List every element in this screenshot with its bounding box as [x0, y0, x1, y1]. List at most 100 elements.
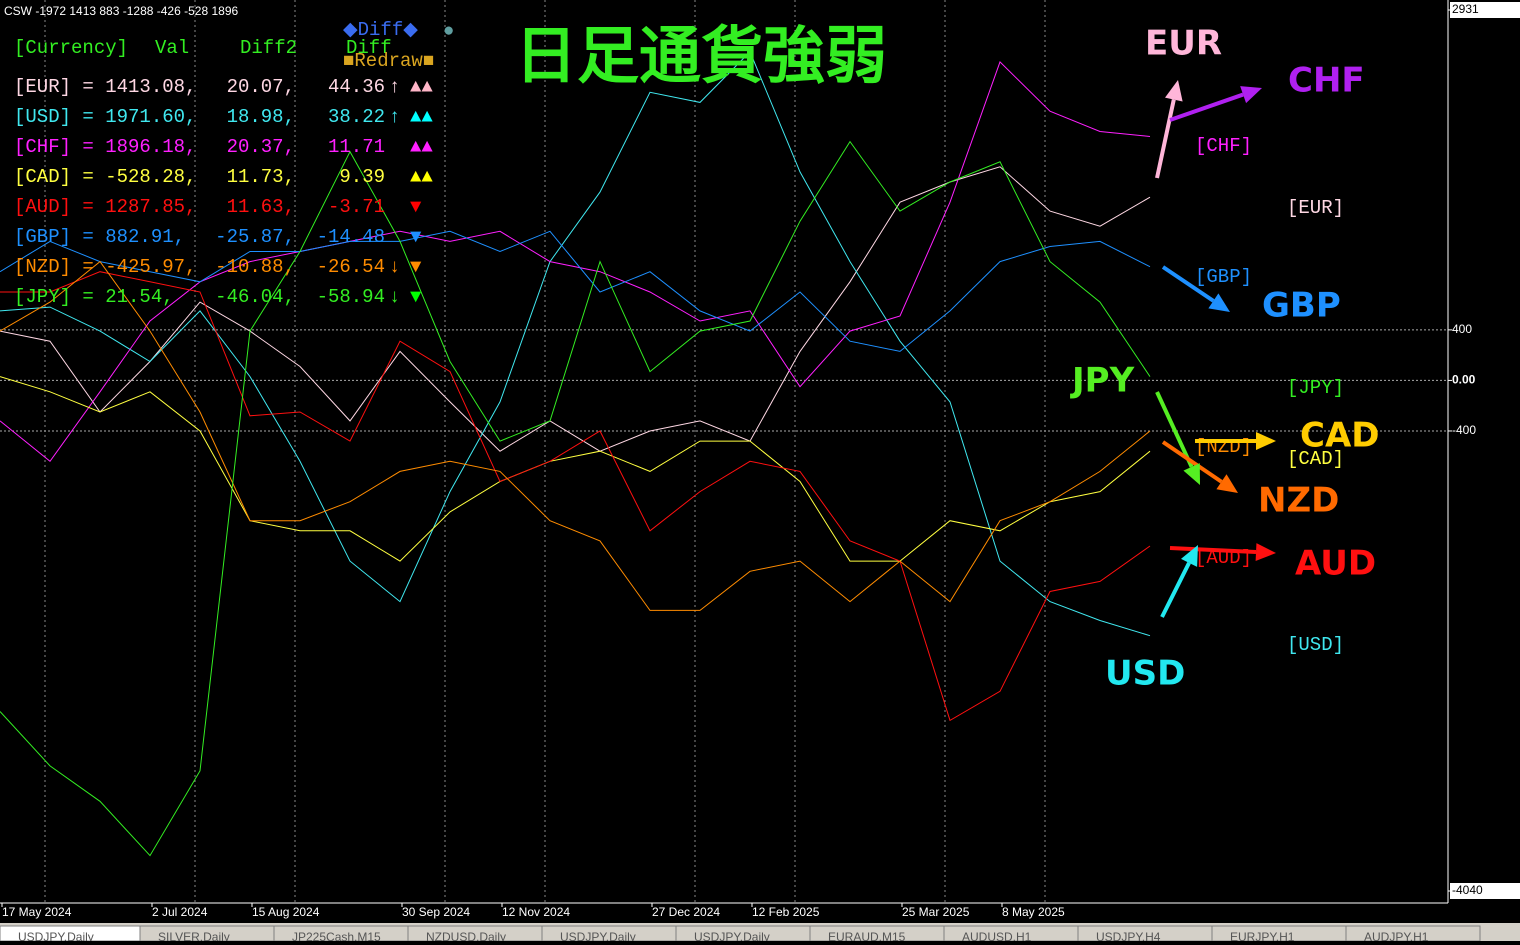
currency-annotation: GBP — [1262, 286, 1341, 326]
row-diff: 9.39 — [339, 166, 385, 188]
row-label: [USD] = 1971.60, — [14, 106, 196, 128]
tab-label[interactable]: EURJPY,H1 — [1230, 930, 1295, 944]
arrow-head — [1181, 545, 1198, 567]
series-line — [0, 140, 1151, 857]
x-tick-label: 8 May 2025 — [1002, 905, 1065, 919]
row-arrow: ↑ — [389, 106, 400, 128]
row-marks: ▲▲ — [410, 166, 433, 188]
row-diff2: 20.07, — [227, 76, 295, 98]
series-tag: [USD] — [1287, 634, 1344, 656]
row-diff: 44.36 — [328, 76, 385, 98]
y-tick-label: 400 — [1452, 322, 1472, 336]
series-tag: [CAD] — [1287, 448, 1344, 470]
table-header: [Currency] — [14, 37, 128, 59]
y-tick-label: 0.00 — [1452, 373, 1476, 387]
row-diff: -26.54 — [317, 256, 385, 278]
tab-label[interactable]: AUDUSD,H1 — [962, 930, 1032, 944]
info-text: CSW -1972 1413 883 -1288 -426 -528 1896 — [4, 4, 238, 18]
arrow-head — [1165, 80, 1183, 102]
y-tick-label: -4040 — [1452, 883, 1483, 897]
row-diff2: 20.37, — [227, 136, 295, 158]
table-header: Diff2 — [240, 37, 297, 59]
row-marks: ▼ — [410, 196, 422, 218]
y-tick-label: -400 — [1452, 423, 1476, 437]
currency-annotation: CHF — [1288, 61, 1365, 101]
row-marks: ▼ — [410, 226, 422, 248]
x-tick-label: 2 Jul 2024 — [152, 905, 208, 919]
row-diff2: -25.87, — [215, 226, 295, 248]
row-diff: -3.71 — [328, 196, 385, 218]
row-arrow: ↓ — [389, 286, 400, 308]
tab-label[interactable]: SILVER,Daily — [158, 930, 230, 944]
arrow-head — [1216, 474, 1238, 493]
row-diff: 11.71 — [328, 136, 385, 158]
y-tick-label: 2931 — [1452, 2, 1479, 16]
row-label: [CHF] = 1896.18, — [14, 136, 196, 158]
x-tick-label: 17 May 2024 — [2, 905, 72, 919]
row-arrow: ↑ — [389, 76, 400, 98]
x-tick-label: 15 Aug 2024 — [252, 905, 320, 919]
currency-annotation: JPY — [1070, 361, 1135, 401]
row-diff: -58.94 — [317, 286, 385, 308]
row-label: [GBP] = 882.91, — [14, 226, 185, 248]
arrow-head — [1256, 432, 1276, 450]
tab-label[interactable]: JP225Cash,M15 — [292, 930, 381, 944]
currency-annotation: NZD — [1258, 481, 1339, 521]
chart-title: 日足通貨強弱 — [515, 19, 887, 92]
series-tag: [EUR] — [1287, 197, 1344, 219]
tab-label[interactable]: NZDUSD,Daily — [426, 930, 506, 944]
x-tick-label: 30 Sep 2024 — [402, 905, 470, 919]
table-header: Val — [155, 37, 189, 59]
arrow — [1169, 92, 1244, 122]
x-tick-label: 12 Feb 2025 — [752, 905, 820, 919]
tab-label[interactable]: USDJPY,Daily — [560, 930, 636, 944]
arrow — [1155, 391, 1194, 468]
arrow — [1169, 546, 1257, 555]
row-marks: ▲▲ — [410, 76, 433, 98]
arrow — [1161, 440, 1223, 484]
row-label: [JPY] = 21.54, — [14, 286, 174, 308]
x-tick-label: 12 Nov 2024 — [502, 905, 570, 919]
tab-label[interactable]: USDJPY,Daily — [18, 930, 94, 944]
y-tick-box — [1450, 2, 1520, 18]
series-line — [0, 376, 1151, 562]
row-label: [NZD] = -425.97, — [14, 256, 196, 278]
arrow-head — [1183, 463, 1200, 485]
x-tick-label: 27 Dec 2024 — [652, 905, 720, 919]
row-diff: 38.22 — [328, 106, 385, 128]
x-tick-label: 25 Mar 2025 — [902, 905, 970, 919]
table-header: Diff — [346, 37, 392, 59]
arrow — [1161, 265, 1215, 303]
row-diff2: -46.04, — [215, 286, 295, 308]
redraw-button[interactable]: ■Redraw■ — [343, 50, 434, 72]
row-arrow: ↓ — [389, 256, 400, 278]
arrow-head — [1240, 86, 1262, 104]
y-tick-box — [1450, 883, 1520, 899]
series-tag: [GBP] — [1195, 266, 1252, 288]
row-diff: -14.48 — [317, 226, 385, 248]
diff-button[interactable]: ◆Diff◆ — [343, 19, 418, 41]
tab-label[interactable]: USDJPY,Daily — [694, 930, 770, 944]
circle-button[interactable]: ● — [443, 20, 454, 42]
arrow — [1160, 561, 1191, 618]
row-marks: ▲▲ — [410, 136, 433, 158]
series-tag: [CHF] — [1195, 135, 1252, 157]
row-diff2: 18.98, — [227, 106, 295, 128]
row-marks: ▼ — [410, 286, 422, 308]
tab-label[interactable]: EURAUD,M15 — [828, 930, 906, 944]
tab-label[interactable]: USDJPY,H4 — [1096, 930, 1161, 944]
arrow-head — [1208, 293, 1230, 312]
series-line — [0, 50, 1151, 637]
tab-label[interactable]: AUDJPY,H1 — [1364, 930, 1429, 944]
currency-annotation: EUR — [1145, 24, 1222, 64]
currency-annotation: USD — [1105, 654, 1185, 694]
currency-annotation: CAD — [1300, 416, 1380, 456]
row-marks: ▲▲ — [410, 106, 433, 128]
row-diff2: 11.73, — [227, 166, 295, 188]
row-label: [CAD] = -528.28, — [14, 166, 196, 188]
row-marks: ▼ — [410, 256, 422, 278]
row-diff2: -10.88, — [215, 256, 295, 278]
arrow — [1155, 99, 1176, 179]
